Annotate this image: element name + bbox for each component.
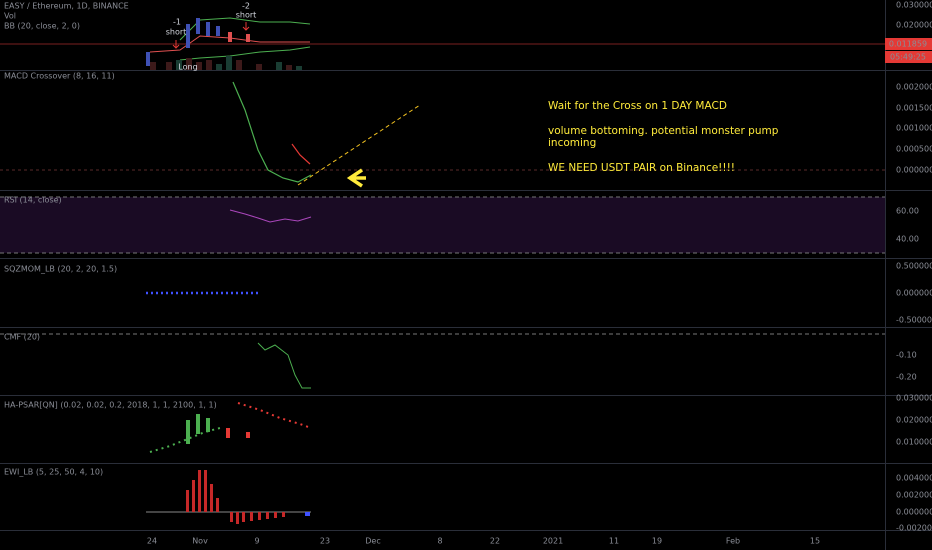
rsi-drawing xyxy=(0,196,885,254)
axis-label: 0.002000 xyxy=(896,83,932,92)
ewi-drawing xyxy=(146,470,311,524)
axis-label: 0.004000 xyxy=(896,474,932,483)
hapsar-drawing xyxy=(149,402,312,453)
axis-label: 0.500000 xyxy=(896,262,932,271)
axis-label: 0.000000 xyxy=(896,166,932,175)
axis-label: -0.20 xyxy=(896,373,917,382)
annotation: short xyxy=(236,11,257,20)
axis-label: 0.001000 xyxy=(896,124,932,133)
pane-label: MACD Crossover (8, 16, 11) xyxy=(4,72,115,81)
axis-label: 40.00 xyxy=(896,235,919,244)
axis-label: 0.000500 xyxy=(896,145,932,154)
axis-label: 0.030000 xyxy=(896,1,932,10)
axis-label: 0.000000 xyxy=(896,508,932,517)
chart-note: Wait for the Cross on 1 DAY MACD xyxy=(548,100,727,112)
price-badge: 05:49:25 xyxy=(890,53,926,62)
price-pane-drawing xyxy=(0,17,932,70)
pane-label: CMF (20) xyxy=(4,333,40,342)
cmf-drawing xyxy=(0,333,885,389)
pane-label: EWI_LB (5, 25, 50, 4, 10) xyxy=(4,468,103,477)
macd-drawing xyxy=(0,81,885,188)
time-label: 8 xyxy=(437,537,442,546)
annotation: -1 xyxy=(173,18,181,27)
time-label: Nov xyxy=(192,537,208,546)
axis-label: 0.000000 xyxy=(896,289,932,298)
time-label: 19 xyxy=(652,537,662,546)
axis-label: -0.002000 xyxy=(896,524,932,533)
axis-label: 0.002000 xyxy=(896,491,932,500)
pane-label: HA-PSAR[QN] (0.02, 0.02, 0.2, 2018, 1, 1… xyxy=(4,401,217,410)
time-label: 11 xyxy=(609,537,619,546)
axis-label: 60.00 xyxy=(896,207,919,216)
time-label: 23 xyxy=(320,537,330,546)
time-label: 2021 xyxy=(543,537,563,546)
axis-label: 0.001500 xyxy=(896,104,932,113)
annotation: Long xyxy=(178,63,197,72)
axis-label: -0.500000 xyxy=(896,316,932,325)
axis-label: -0.10 xyxy=(896,351,917,360)
pane-label: EASY / Ethereum, 1D, BINANCE xyxy=(4,2,129,11)
axis-label: 0.030000 xyxy=(896,394,932,403)
time-label: Dec xyxy=(365,537,380,546)
chart-note: volume bottoming. potential monster pump xyxy=(548,125,779,137)
axis-label: 0.020000 xyxy=(896,416,932,425)
pane-label: BB (20, close, 2, 0) xyxy=(4,22,80,31)
time-label: 15 xyxy=(810,537,820,546)
time-label: 24 xyxy=(147,537,157,546)
axis-label: 0.010000 xyxy=(896,438,932,447)
pane-label: SQZMOM_LB (20, 2, 20, 1.5) xyxy=(4,265,117,274)
price-badge: 0.011859 xyxy=(889,40,927,49)
time-label: 9 xyxy=(254,537,259,546)
pane-label: RSI (14, close) xyxy=(4,196,62,205)
annotation: -2 xyxy=(242,2,250,11)
pane-label: Vol xyxy=(4,12,16,21)
chart-note: incoming xyxy=(548,137,596,149)
annotation: short xyxy=(166,28,187,37)
time-label: 22 xyxy=(490,537,500,546)
time-label: Feb xyxy=(726,537,740,546)
axis-label: 0.020000 xyxy=(896,21,932,30)
chart-note: WE NEED USDT PAIR on Binance!!!! xyxy=(548,162,735,174)
